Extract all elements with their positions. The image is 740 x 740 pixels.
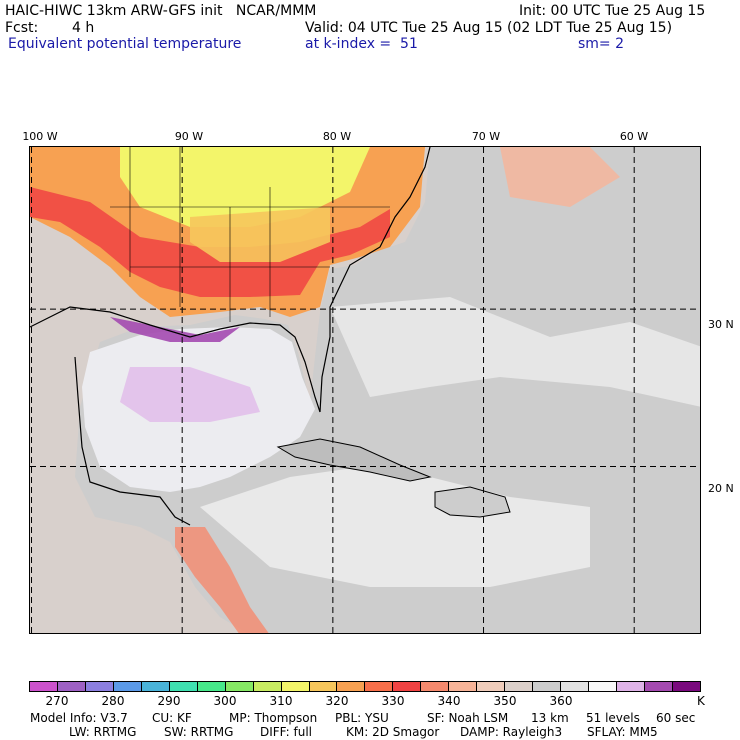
colorbar-tick-label: 270 <box>45 694 69 708</box>
colorbar-swatch <box>365 682 394 691</box>
valid-time: Valid: 04 UTC Tue 25 Aug 15 (02 LDT Tue … <box>305 20 673 36</box>
colorbar-swatch <box>225 682 254 691</box>
footer-km: KM: 2D Smagor <box>346 725 440 739</box>
colorbar-tick-label: 310 <box>269 694 293 708</box>
atlantic-warm-patch <box>500 147 620 207</box>
footer-cu: CU: KF <box>152 711 192 725</box>
footer-lw: LW: RRTMG <box>69 725 137 739</box>
colorbar-swatch <box>281 682 310 691</box>
colorbar-swatch <box>644 682 673 691</box>
coast-purple-band <box>110 317 240 342</box>
footer-diff: DIFF: full <box>260 725 313 739</box>
graticule <box>30 147 700 633</box>
footer-sw: SW: RRTMG <box>164 725 234 739</box>
colorbar-tick-label: 300 <box>213 694 237 708</box>
caribbean-pale <box>200 467 590 587</box>
us-atlantic-coastline <box>319 147 431 413</box>
colorbar-swatch <box>533 682 562 691</box>
colorbar-swatch <box>617 682 645 691</box>
warm-band-tan <box>190 207 330 262</box>
colorbar-swatch <box>449 682 478 691</box>
colorbar-swatch <box>309 682 338 691</box>
colorbar-swatch <box>85 682 114 691</box>
colorbar-swatch <box>253 682 282 691</box>
lat-label-30n: 30 N <box>708 318 734 331</box>
colorbar-swatch <box>672 682 700 691</box>
colorbar-swatch <box>30 682 58 691</box>
footer-sf: SF: Noah LSM <box>427 711 509 725</box>
footer-levels: 51 levels <box>586 711 640 725</box>
field-name: Equivalent potential temperature <box>8 36 242 52</box>
colorbar-tick-label: 330 <box>381 694 405 708</box>
footer-pbl: PBL: YSU <box>335 711 389 725</box>
colorbar-tick-label: 340 <box>437 694 461 708</box>
model-title: HAIC-HIWC 13km ARW-GFS init NCAR/MMM <box>5 3 317 19</box>
colorbar-swatch <box>589 682 618 691</box>
colorbar-swatch <box>197 682 226 691</box>
lon-label-90w: 90 W <box>174 130 204 143</box>
forecast-hour: 4 h <box>72 20 95 36</box>
lon-label-70w: 70 W <box>471 130 501 143</box>
level-info: at k-index = 51 <box>305 36 418 52</box>
colorbar-swatch <box>561 682 590 691</box>
central-america <box>175 527 269 633</box>
colorbar-swatch <box>421 682 450 691</box>
colorbar-swatch <box>337 682 366 691</box>
lon-label-60w: 60 W <box>619 130 649 143</box>
mexico-coastline <box>74 356 191 526</box>
footer-timestep: 60 sec <box>656 711 696 725</box>
colorbar-swatch <box>393 682 422 691</box>
warm-band-red <box>30 187 390 297</box>
colorbar-tick-label: 350 <box>493 694 517 708</box>
footer-model-info: Model Info: V3.7 <box>30 711 128 725</box>
colorbar-tick-label: 280 <box>101 694 125 708</box>
forecast-label: Fcst: <box>5 20 39 36</box>
gulf-purple-patch <box>120 367 260 422</box>
hispaniola <box>434 486 511 518</box>
atlantic-pale <box>330 297 700 407</box>
footer-sflay: SFLAY: MM5 <box>587 725 658 739</box>
footer-resolution: 13 km <box>531 711 569 725</box>
colorbar-swatch <box>141 682 170 691</box>
init-time: Init: 00 UTC Tue 25 Aug 15 <box>519 3 706 19</box>
colorbar-swatch <box>505 682 534 691</box>
colorbar-swatch <box>169 682 198 691</box>
colorbar <box>29 681 701 692</box>
colorbar-tick-label: 320 <box>325 694 349 708</box>
colorbar-swatch <box>477 682 506 691</box>
lon-label-80w: 80 W <box>322 130 352 143</box>
footer-mp: MP: Thompson <box>229 711 318 725</box>
colorbar-tick-label: 290 <box>157 694 181 708</box>
colorbar-swatch <box>57 682 86 691</box>
us-gulf-coastline <box>30 306 321 413</box>
smoothing-info: sm= 2 <box>578 36 625 52</box>
map-canvas <box>30 147 700 633</box>
cuba <box>276 438 432 482</box>
footer-damp: DAMP: Rayleigh3 <box>460 725 563 739</box>
lat-label-20n: 20 N <box>708 482 734 495</box>
map-panel <box>29 146 701 634</box>
state-borders <box>110 147 390 322</box>
colorbar-unit: K <box>697 694 705 708</box>
lon-label-100w: 100 W <box>22 130 58 143</box>
colorbar-swatch <box>113 682 142 691</box>
colorbar-tick-label: 360 <box>549 694 573 708</box>
